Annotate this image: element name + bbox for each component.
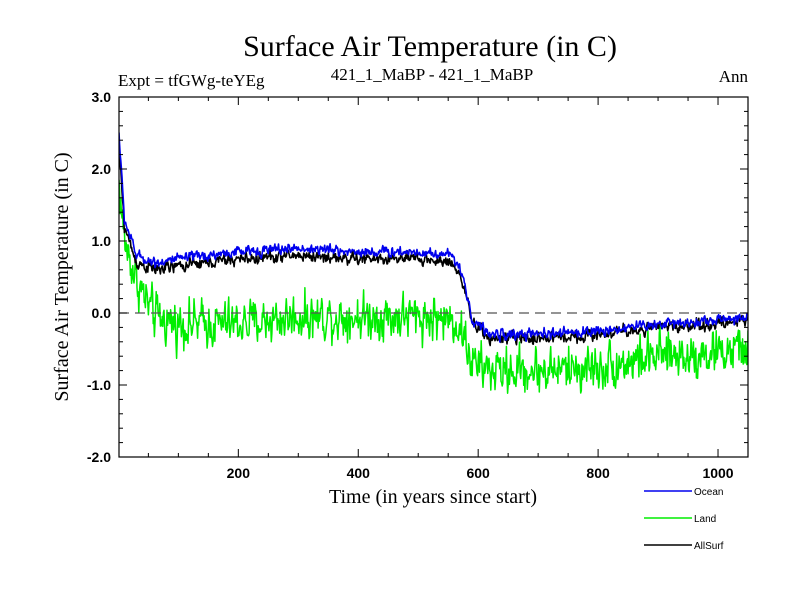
y-tick-label: 3.0 bbox=[92, 89, 112, 105]
x-tick-label: 400 bbox=[347, 465, 371, 481]
axis-ticks bbox=[119, 96, 749, 458]
experiment-label: Expt = tfGWg-teYEg bbox=[118, 71, 265, 90]
legend-label-allsurf: AllSurf bbox=[694, 541, 724, 552]
series-line-allsurf bbox=[119, 146, 748, 347]
y-tick-label: -2.0 bbox=[87, 449, 111, 465]
y-tick-label: -1.0 bbox=[87, 377, 111, 393]
comparison-label: 421_1_MaBP - 421_1_MaBP bbox=[331, 65, 533, 84]
y-tick-label: 1.0 bbox=[92, 233, 112, 249]
y-tick-label: 2.0 bbox=[92, 161, 112, 177]
legend: Ocean Land AllSurf bbox=[644, 487, 724, 552]
axis-tick-labels: 200 400 600 800 1000 -2.0 -1.0 0.0 1.0 2.0 3.0 bbox=[87, 89, 734, 481]
x-tick-label: 1000 bbox=[702, 465, 733, 481]
x-axis-label: Time (in years since start) bbox=[329, 486, 537, 508]
legend-label-land: Land bbox=[694, 514, 716, 525]
series-line-land bbox=[119, 179, 748, 394]
legend-label-ocean: Ocean bbox=[694, 487, 723, 498]
series-line-ocean bbox=[119, 132, 748, 343]
series-layer bbox=[119, 132, 748, 394]
x-tick-label: 800 bbox=[586, 465, 610, 481]
y-tick-label: 0.0 bbox=[92, 305, 112, 321]
y-axis-label: Surface Air Temperature (in C) bbox=[51, 152, 73, 401]
x-tick-label: 600 bbox=[466, 465, 490, 481]
chart-title: Surface Air Temperature (in C) bbox=[243, 30, 617, 63]
plot-frame bbox=[118, 96, 749, 458]
x-tick-label: 200 bbox=[227, 465, 251, 481]
season-label: Ann bbox=[719, 67, 749, 86]
